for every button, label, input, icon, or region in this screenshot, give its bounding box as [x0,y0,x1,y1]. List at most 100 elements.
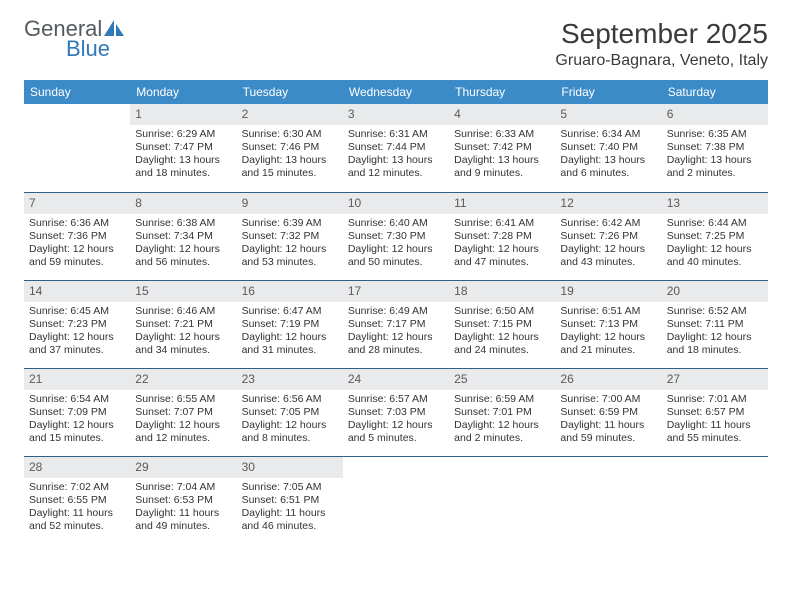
logo-text: General Blue [24,18,124,60]
calendar-cell: 16Sunrise: 6:47 AMSunset: 7:19 PMDayligh… [237,280,343,368]
day-info: Sunrise: 7:04 AMSunset: 6:53 PMDaylight:… [134,481,232,534]
sunset-line: Sunset: 7:01 PM [454,406,550,419]
day-number: 28 [24,457,130,478]
day-info: Sunrise: 6:40 AMSunset: 7:30 PMDaylight:… [347,217,445,270]
day-number: 25 [449,369,555,390]
daylight-line: Daylight: 12 hours and 53 minutes. [242,243,338,269]
sunrise-line: Sunrise: 6:59 AM [454,393,550,406]
calendar-cell: 24Sunrise: 6:57 AMSunset: 7:03 PMDayligh… [343,368,449,456]
daylight-line: Daylight: 12 hours and 24 minutes. [454,331,550,357]
sunset-line: Sunset: 7:09 PM [29,406,125,419]
sunset-line: Sunset: 7:30 PM [348,230,444,243]
sunrise-line: Sunrise: 6:56 AM [242,393,338,406]
day-info: Sunrise: 6:44 AMSunset: 7:25 PMDaylight:… [666,217,764,270]
daylight-line: Daylight: 13 hours and 18 minutes. [135,154,231,180]
sunset-line: Sunset: 7:11 PM [667,318,763,331]
sunset-line: Sunset: 7:46 PM [242,141,338,154]
day-number: 13 [662,193,768,214]
day-info: Sunrise: 6:29 AMSunset: 7:47 PMDaylight:… [134,128,232,181]
logo: General Blue [24,18,124,60]
sunset-line: Sunset: 7:38 PM [667,141,763,154]
daylight-line: Daylight: 11 hours and 59 minutes. [560,419,656,445]
calendar-cell: 10 Sunrise: 6:40 AMSunset: 7:30 PMDayligh… [343,192,449,280]
calendar-cell: 19Sunrise: 6:51 AMSunset: 7:13 PMDayligh… [555,280,661,368]
calendar-cell [555,456,661,544]
day-number: 18 [449,281,555,302]
daylight-line: Daylight: 12 hours and 8 minutes. [242,419,338,445]
daylight-line: Daylight: 12 hours and 34 minutes. [135,331,231,357]
day-number: 21 [24,369,130,390]
sunrise-line: Sunrise: 6:52 AM [667,305,763,318]
day-number: 10 [343,193,449,214]
day-info: Sunrise: 7:00 AMSunset: 6:59 PMDaylight:… [559,393,657,446]
sunset-line: Sunset: 7:23 PM [29,318,125,331]
sunrise-line: Sunrise: 7:04 AM [135,481,231,494]
daylight-line: Daylight: 12 hours and 50 minutes. [348,243,444,269]
calendar-cell: 20 Sunrise: 6:52 AMSunset: 7:11 PMDayligh… [662,280,768,368]
day-number: 20 [662,281,768,302]
sunset-line: Sunset: 6:57 PM [667,406,763,419]
sunrise-line: Sunrise: 6:50 AM [454,305,550,318]
calendar-cell: 5Sunrise: 6:34 AMSunset: 7:40 PMDaylight… [555,104,661,192]
daylight-line: Daylight: 12 hours and 2 minutes. [454,419,550,445]
header: General Blue September 2025 Gruaro-Bagna… [24,18,768,70]
day-info: Sunrise: 6:57 AMSunset: 7:03 PMDaylight:… [347,393,445,446]
day-number: 16 [237,281,343,302]
day-of-week-header: Sunday [24,80,130,104]
sunrise-line: Sunrise: 6:33 AM [454,128,550,141]
calendar-cell: 7Sunrise: 6:36 AMSunset: 7:36 PMDaylight… [24,192,130,280]
title-block: September 2025 Gruaro-Bagnara, Veneto, I… [555,18,768,70]
daylight-line: Daylight: 12 hours and 18 minutes. [667,331,763,357]
logo-sail-icon [104,20,124,36]
sunrise-line: Sunrise: 6:57 AM [348,393,444,406]
daylight-line: Daylight: 12 hours and 37 minutes. [29,331,125,357]
calendar-cell: 8Sunrise: 6:38 AMSunset: 7:34 PMDaylight… [130,192,236,280]
month-title: September 2025 [555,18,768,50]
sunset-line: Sunset: 7:44 PM [348,141,444,154]
day-info: Sunrise: 6:33 AMSunset: 7:42 PMDaylight:… [453,128,551,181]
sunrise-line: Sunrise: 6:51 AM [560,305,656,318]
daylight-line: Daylight: 13 hours and 2 minutes. [667,154,763,180]
day-number: 29 [130,457,236,478]
sunrise-line: Sunrise: 6:36 AM [29,217,125,230]
day-number: 15 [130,281,236,302]
calendar-cell [449,456,555,544]
sunset-line: Sunset: 7:17 PM [348,318,444,331]
calendar-cell: 15Sunrise: 6:46 AMSunset: 7:21 PMDayligh… [130,280,236,368]
day-of-week-header: Friday [555,80,661,104]
sunset-line: Sunset: 7:19 PM [242,318,338,331]
daylight-line: Daylight: 12 hours and 12 minutes. [135,419,231,445]
day-info: Sunrise: 6:38 AMSunset: 7:34 PMDaylight:… [134,217,232,270]
sunset-line: Sunset: 7:15 PM [454,318,550,331]
day-info: Sunrise: 6:45 AMSunset: 7:23 PMDaylight:… [28,305,126,358]
day-info: Sunrise: 6:39 AMSunset: 7:32 PMDaylight:… [241,217,339,270]
sunrise-line: Sunrise: 6:47 AM [242,305,338,318]
sunrise-line: Sunrise: 6:44 AM [667,217,763,230]
day-number: 27 [662,369,768,390]
day-info: Sunrise: 6:30 AMSunset: 7:46 PMDaylight:… [241,128,339,181]
day-info: Sunrise: 6:52 AMSunset: 7:11 PMDaylight:… [666,305,764,358]
sunrise-line: Sunrise: 6:55 AM [135,393,231,406]
sunrise-line: Sunrise: 7:01 AM [667,393,763,406]
sunrise-line: Sunrise: 6:42 AM [560,217,656,230]
daylight-line: Daylight: 12 hours and 43 minutes. [560,243,656,269]
sunset-line: Sunset: 7:13 PM [560,318,656,331]
day-info: Sunrise: 6:56 AMSunset: 7:05 PMDaylight:… [241,393,339,446]
calendar-cell [343,456,449,544]
sunset-line: Sunset: 7:32 PM [242,230,338,243]
day-of-week-header: Monday [130,80,236,104]
calendar-cell: 11Sunrise: 6:41 AMSunset: 7:28 PMDayligh… [449,192,555,280]
day-number: 2 [237,104,343,125]
calendar-cell: 17Sunrise: 6:49 AMSunset: 7:17 PMDayligh… [343,280,449,368]
sunrise-line: Sunrise: 6:31 AM [348,128,444,141]
day-info: Sunrise: 6:55 AMSunset: 7:07 PMDaylight:… [134,393,232,446]
day-info: Sunrise: 7:01 AMSunset: 6:57 PMDaylight:… [666,393,764,446]
day-info: Sunrise: 6:31 AMSunset: 7:44 PMDaylight:… [347,128,445,181]
calendar-cell: 27 Sunrise: 7:01 AMSunset: 6:57 PMDayligh… [662,368,768,456]
sunrise-line: Sunrise: 6:30 AM [242,128,338,141]
sunrise-line: Sunrise: 7:05 AM [242,481,338,494]
day-number: 19 [555,281,661,302]
day-of-week-header: Thursday [449,80,555,104]
sunset-line: Sunset: 7:21 PM [135,318,231,331]
sunrise-line: Sunrise: 6:38 AM [135,217,231,230]
